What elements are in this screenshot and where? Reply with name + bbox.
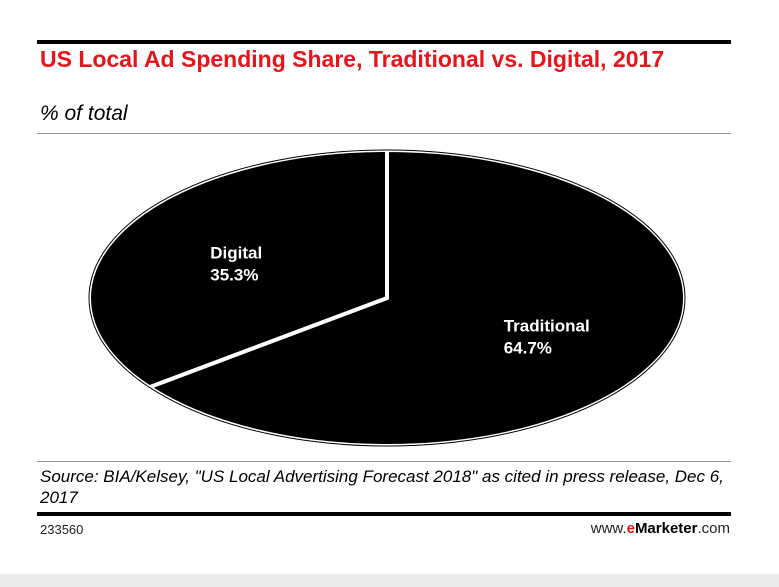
page-bottom-strip: [0, 574, 779, 587]
pie-label-value: 64.7%: [504, 338, 552, 357]
pie-label-value: 35.3%: [210, 266, 258, 285]
brand-suffix: .com: [697, 520, 730, 537]
pie-outline: [88, 149, 686, 447]
chart-id: 233560: [40, 522, 84, 537]
source-note: Source: BIA/Kelsey, "US Local Advertisin…: [40, 467, 724, 507]
pie-label-category: Digital: [210, 244, 262, 263]
pie-label-category: Traditional: [504, 316, 590, 335]
emarketer-logo[interactable]: www.eMarketer.com: [591, 520, 730, 537]
top-rule: [37, 40, 731, 44]
brand-e: e: [626, 520, 635, 537]
pie-labels: Traditional 64.7% Digital 35.3%: [210, 244, 589, 358]
pie-label-digital: Digital 35.3%: [210, 244, 262, 285]
chart-title: US Local Ad Spending Share, Traditional …: [40, 46, 665, 72]
subtitle-divider: [37, 133, 731, 134]
bottom-rule: [37, 512, 731, 516]
pie-slices: [87, 147, 687, 448]
source-divider: [37, 461, 731, 462]
pie-label-traditional: Traditional 64.7%: [504, 316, 590, 357]
chart-subtitle: % of total: [40, 102, 128, 125]
brand-prefix: www.: [590, 520, 627, 537]
brand-name: Marketer: [634, 520, 698, 537]
